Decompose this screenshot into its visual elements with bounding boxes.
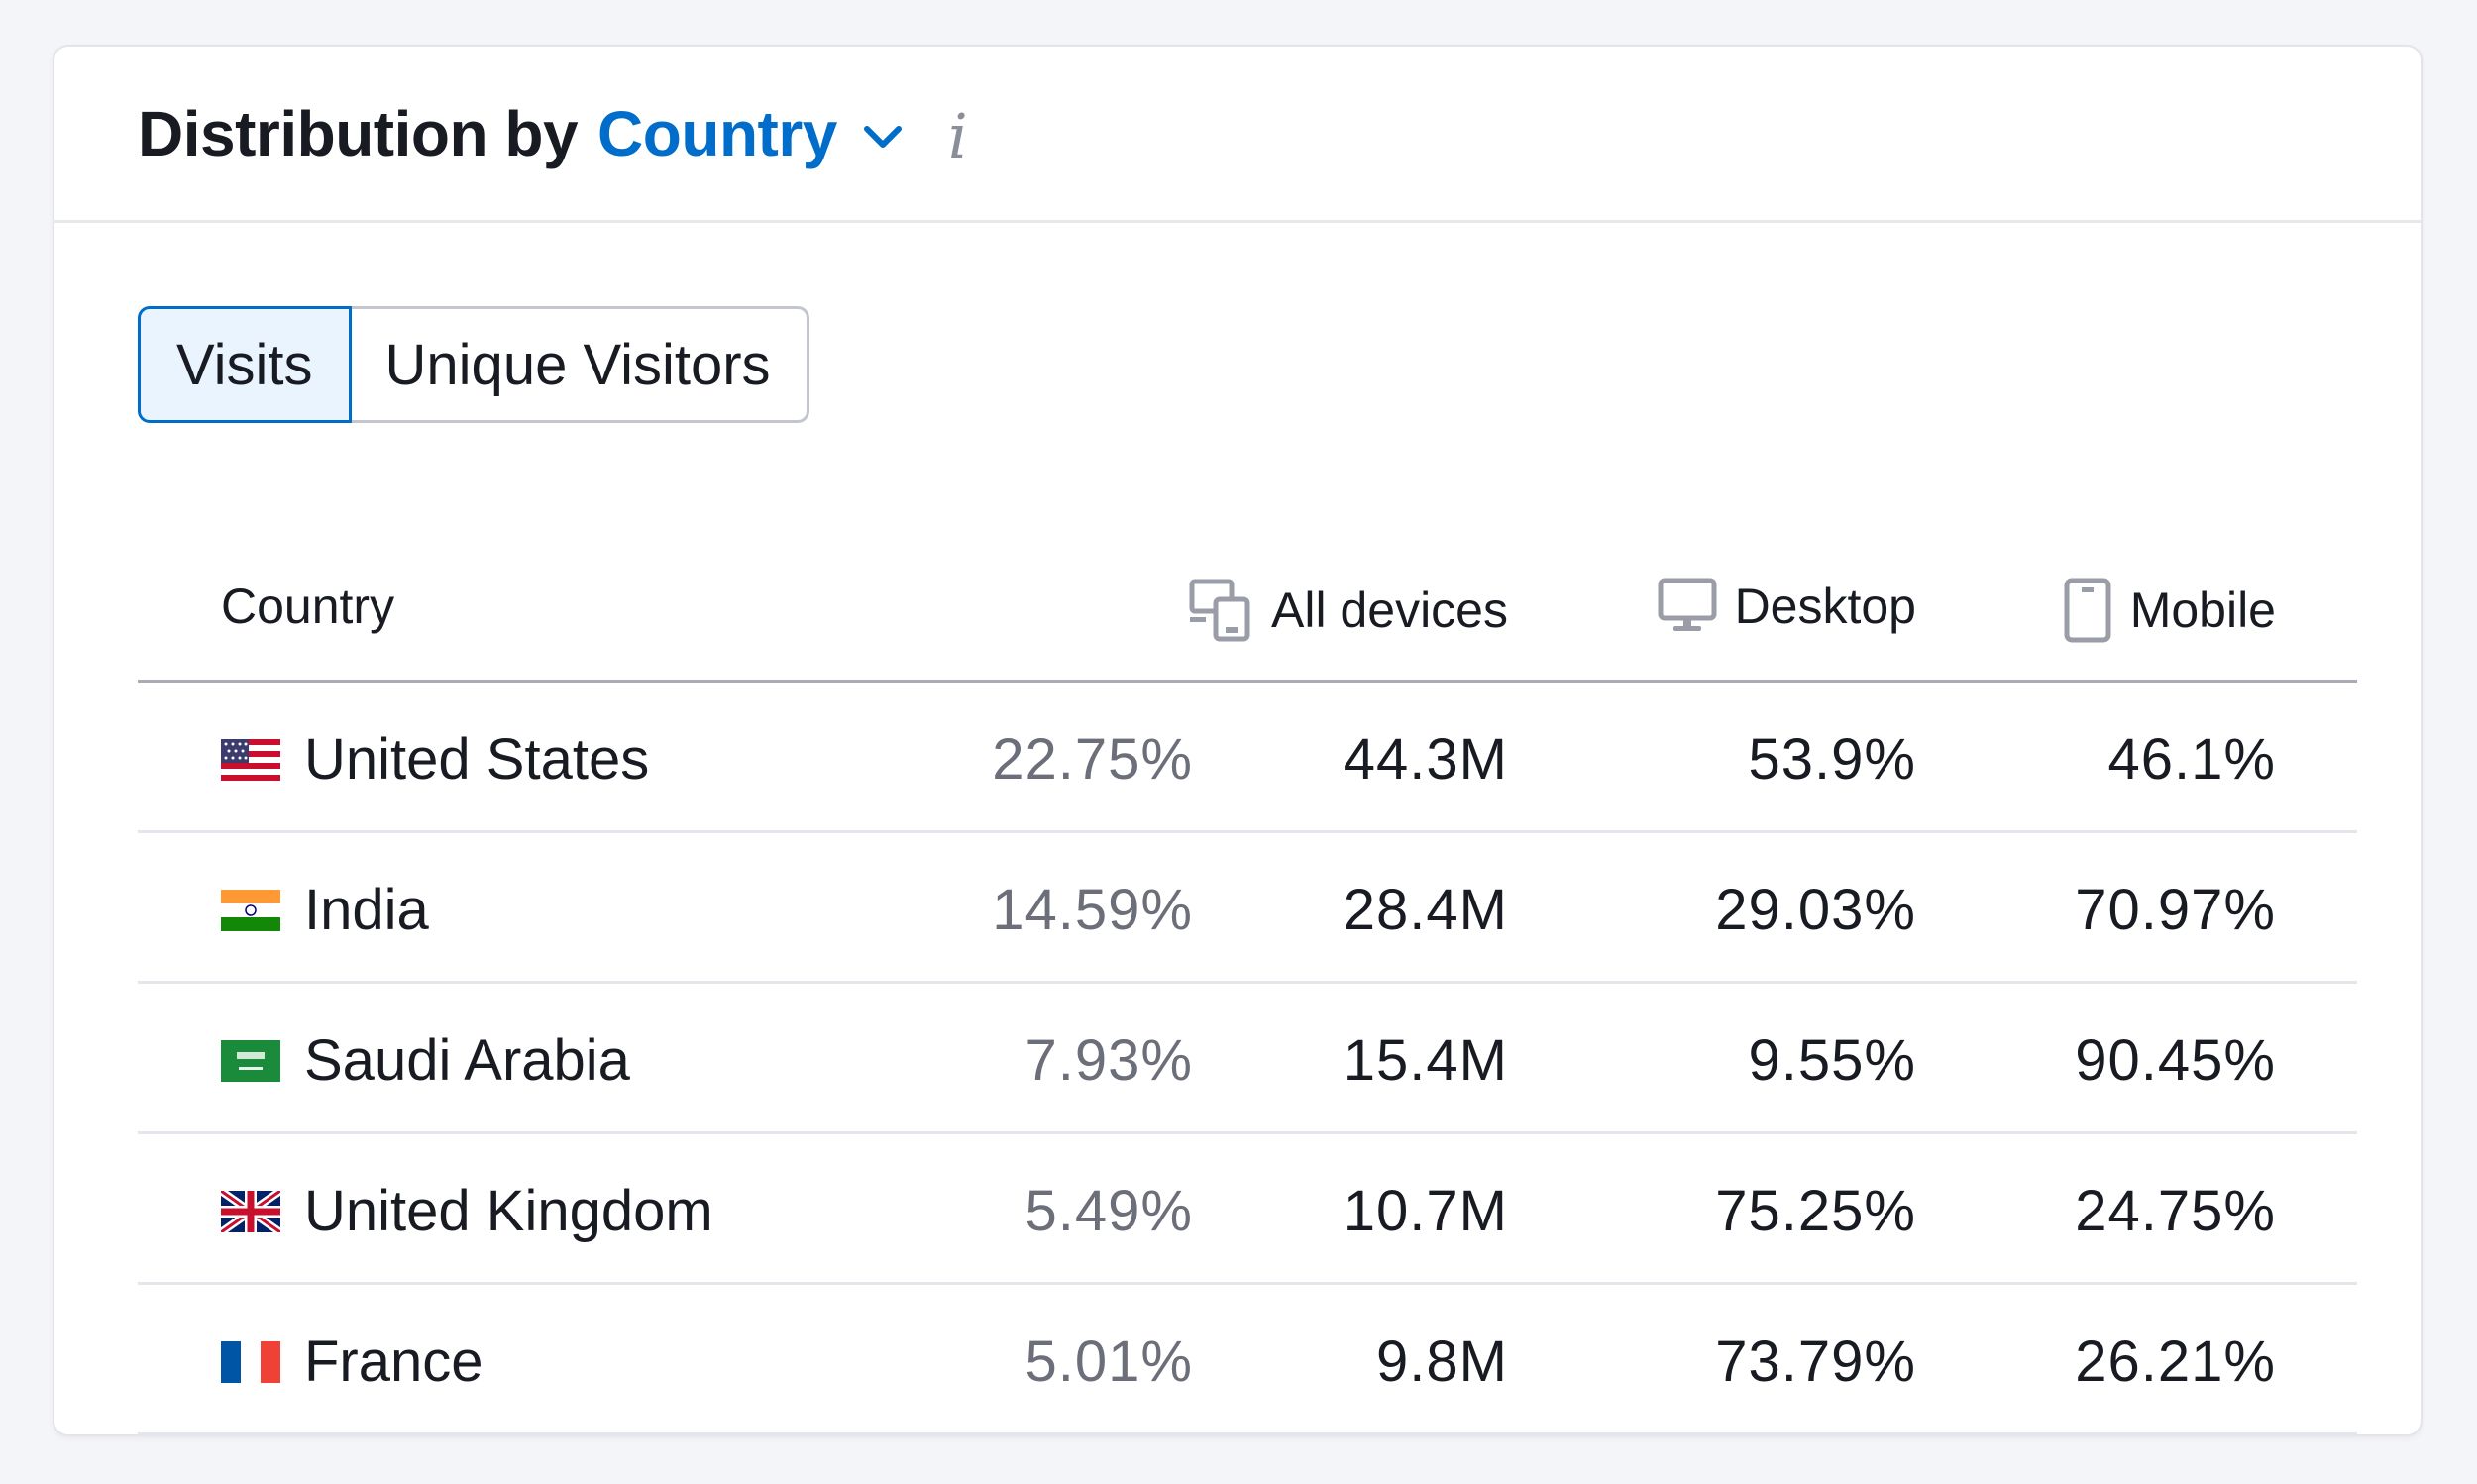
desktop-cell: 29.03%	[1715, 878, 1916, 942]
share-cell: 22.75%	[992, 727, 1193, 792]
all-devices-cell: 9.8M	[1376, 1329, 1508, 1394]
mobile-label: Mobile	[2129, 583, 2276, 638]
country-cell[interactable]: France	[221, 1328, 484, 1395]
dropdown-label: Country	[597, 97, 837, 169]
distribution-card: Distribution by Country i Visits Unique …	[53, 45, 2423, 1436]
share-cell: 5.01%	[1024, 1329, 1193, 1394]
country-name: United Kingdom	[304, 1179, 713, 1243]
tab-unique-visitors[interactable]: Unique Visitors	[351, 306, 809, 423]
column-header-all-devices[interactable]: All devices	[1188, 578, 1508, 643]
country-cell[interactable]: United Kingdom	[221, 1178, 713, 1244]
card-title: Distribution by Country i	[138, 94, 968, 173]
india-flag-icon	[221, 889, 280, 931]
chevron-down-icon	[863, 125, 902, 148]
country-dropdown[interactable]: Country	[597, 97, 903, 170]
desktop-cell: 53.9%	[1748, 727, 1916, 792]
all-devices-label: All devices	[1271, 583, 1508, 638]
country-cell[interactable]: India	[221, 877, 429, 943]
desktop-cell: 73.79%	[1715, 1329, 1916, 1394]
france-flag-icon	[221, 1340, 280, 1383]
desktop-cell: 9.55%	[1748, 1028, 1916, 1093]
mobile-cell: 24.75%	[2075, 1179, 2276, 1243]
mobile-cell: 46.1%	[2107, 727, 2276, 792]
tab-visits[interactable]: Visits	[138, 306, 352, 423]
title-text: Distribution by	[138, 97, 579, 169]
mobile-cell: 90.45%	[2075, 1028, 2276, 1093]
mobile-cell: 26.21%	[2075, 1329, 2276, 1394]
table-row[interactable]: United Kingdom 5.49% 10.7M 75.25% 24.75%	[138, 1134, 2357, 1285]
country-table: Country All devices Desktop	[138, 522, 2357, 1435]
country-name: India	[304, 878, 429, 942]
country-name: Saudi Arabia	[304, 1028, 630, 1093]
mobile-cell: 70.97%	[2075, 878, 2276, 942]
column-header-mobile[interactable]: Mobile	[2063, 578, 2276, 643]
mobile-icon	[2064, 578, 2111, 643]
share-cell: 14.59%	[992, 878, 1193, 942]
share-cell: 7.93%	[1024, 1028, 1193, 1093]
all-devices-cell: 28.4M	[1343, 878, 1508, 942]
table-header: Country All devices Desktop	[138, 522, 2357, 683]
desktop-cell: 75.25%	[1715, 1179, 1916, 1243]
country-cell[interactable]: Saudi Arabia	[221, 1027, 630, 1094]
column-header-country[interactable]: Country	[221, 579, 395, 634]
all-devices-icon	[1189, 579, 1250, 642]
card-header: Distribution by Country i	[54, 47, 2421, 223]
country-name: France	[304, 1329, 484, 1394]
saudi-arabia-flag-icon	[221, 1039, 280, 1082]
uk-flag-icon	[221, 1190, 280, 1232]
all-devices-cell: 44.3M	[1343, 727, 1508, 792]
metric-tabs: Visits Unique Visitors	[138, 306, 809, 423]
table-row[interactable]: India 14.59% 28.4M 29.03% 70.97%	[138, 833, 2357, 984]
all-devices-cell: 10.7M	[1343, 1179, 1508, 1243]
country-name: United States	[304, 727, 650, 792]
share-cell: 5.49%	[1024, 1179, 1193, 1243]
column-header-desktop[interactable]: Desktop	[1658, 578, 1916, 635]
table-row[interactable]: United States 22.75% 44.3M 53.9% 46.1%	[138, 683, 2357, 833]
table-row[interactable]: Saudi Arabia 7.93% 15.4M 9.55% 90.45%	[138, 984, 2357, 1134]
desktop-label: Desktop	[1734, 579, 1916, 634]
desktop-icon	[1658, 578, 1717, 631]
us-flag-icon	[221, 738, 280, 781]
table-row[interactable]: France 5.01% 9.8M 73.79% 26.21%	[138, 1285, 2357, 1435]
info-icon[interactable]: i	[947, 100, 968, 172]
all-devices-cell: 15.4M	[1343, 1028, 1508, 1093]
country-cell[interactable]: United States	[221, 726, 649, 793]
